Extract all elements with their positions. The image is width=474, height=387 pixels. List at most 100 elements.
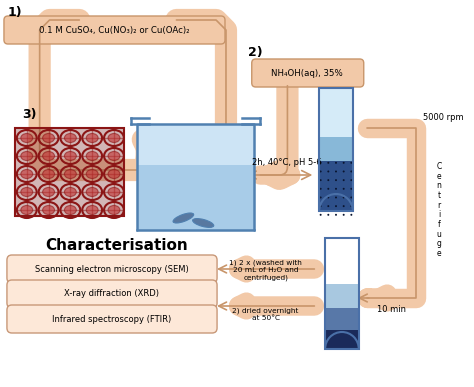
- Circle shape: [335, 188, 337, 190]
- Ellipse shape: [43, 205, 55, 214]
- Circle shape: [343, 205, 345, 207]
- Text: 2h, 40°C, pH 5-6: 2h, 40°C, pH 5-6: [252, 158, 321, 167]
- Polygon shape: [137, 124, 254, 230]
- Bar: [325, 238, 359, 349]
- Ellipse shape: [108, 187, 120, 197]
- Ellipse shape: [43, 151, 55, 161]
- Circle shape: [350, 188, 352, 190]
- Wedge shape: [325, 332, 359, 349]
- Text: NH₄OH(aq), 35%: NH₄OH(aq), 35%: [272, 68, 343, 77]
- Bar: [319, 88, 353, 211]
- Text: X-ray diffraction (XRD): X-ray diffraction (XRD): [64, 289, 159, 298]
- Ellipse shape: [86, 134, 98, 142]
- Bar: [319, 161, 353, 211]
- Wedge shape: [325, 332, 359, 349]
- Circle shape: [335, 214, 337, 216]
- Circle shape: [335, 205, 337, 207]
- Ellipse shape: [43, 187, 55, 197]
- Circle shape: [328, 188, 329, 190]
- Ellipse shape: [64, 134, 76, 142]
- Ellipse shape: [64, 170, 76, 178]
- Circle shape: [319, 214, 322, 216]
- Bar: [325, 238, 359, 349]
- Ellipse shape: [21, 205, 33, 214]
- Ellipse shape: [108, 134, 120, 142]
- Ellipse shape: [21, 170, 33, 178]
- Wedge shape: [319, 194, 353, 211]
- Text: Characterisation: Characterisation: [46, 238, 188, 252]
- Text: 5000 rpm: 5000 rpm: [423, 113, 464, 123]
- Circle shape: [328, 179, 329, 181]
- Bar: [325, 330, 359, 349]
- FancyBboxPatch shape: [7, 255, 217, 283]
- Circle shape: [328, 197, 329, 199]
- Circle shape: [335, 162, 337, 164]
- Text: Infrared spectroscopy (FTIR): Infrared spectroscopy (FTIR): [52, 315, 172, 324]
- Circle shape: [319, 179, 322, 181]
- Ellipse shape: [108, 205, 120, 214]
- Circle shape: [343, 179, 345, 181]
- Text: 1) 2 x (washed with
20 mL of H₂O and
centrifuged): 1) 2 x (washed with 20 mL of H₂O and cen…: [229, 259, 302, 281]
- Bar: [319, 88, 353, 211]
- Ellipse shape: [21, 187, 33, 197]
- Circle shape: [328, 162, 329, 164]
- Circle shape: [343, 188, 345, 190]
- Circle shape: [343, 197, 345, 199]
- Circle shape: [335, 170, 337, 173]
- FancyBboxPatch shape: [7, 280, 217, 308]
- Circle shape: [319, 162, 322, 164]
- Bar: [319, 137, 353, 161]
- Text: 2): 2): [248, 46, 263, 59]
- Ellipse shape: [43, 134, 55, 142]
- Text: C
e
n
t
r
i
f
u
g
e: C e n t r i f u g e: [437, 162, 442, 258]
- Circle shape: [319, 197, 322, 199]
- Ellipse shape: [86, 151, 98, 161]
- Text: 1): 1): [8, 6, 23, 19]
- Circle shape: [328, 170, 329, 173]
- Text: 10 min: 10 min: [377, 305, 406, 314]
- Text: Scanning electron microscopy (SEM): Scanning electron microscopy (SEM): [35, 264, 189, 274]
- Ellipse shape: [64, 151, 76, 161]
- Circle shape: [343, 214, 345, 216]
- Circle shape: [335, 197, 337, 199]
- Ellipse shape: [21, 134, 33, 142]
- Polygon shape: [137, 165, 254, 230]
- FancyBboxPatch shape: [252, 59, 364, 87]
- Ellipse shape: [64, 205, 76, 214]
- Circle shape: [319, 188, 322, 190]
- Ellipse shape: [86, 205, 98, 214]
- Circle shape: [350, 179, 352, 181]
- Circle shape: [350, 162, 352, 164]
- Circle shape: [335, 179, 337, 181]
- Ellipse shape: [86, 187, 98, 197]
- Circle shape: [319, 170, 322, 173]
- FancyBboxPatch shape: [4, 16, 225, 44]
- Ellipse shape: [21, 151, 33, 161]
- Circle shape: [350, 197, 352, 199]
- Bar: [325, 284, 359, 308]
- Circle shape: [350, 170, 352, 173]
- Text: 0.1 M CuSO₄, Cu(NO₃)₂ or Cu(OAc)₂: 0.1 M CuSO₄, Cu(NO₃)₂ or Cu(OAc)₂: [39, 26, 189, 34]
- Circle shape: [343, 162, 345, 164]
- Ellipse shape: [108, 151, 120, 161]
- Ellipse shape: [108, 170, 120, 178]
- Circle shape: [328, 214, 329, 216]
- FancyBboxPatch shape: [7, 305, 217, 333]
- Wedge shape: [319, 194, 353, 211]
- Bar: [15, 128, 124, 216]
- Bar: [319, 88, 353, 137]
- Circle shape: [328, 205, 329, 207]
- Circle shape: [350, 205, 352, 207]
- Ellipse shape: [43, 170, 55, 178]
- Text: 3): 3): [22, 108, 36, 121]
- Bar: [325, 238, 359, 284]
- Bar: [15, 128, 124, 216]
- Circle shape: [343, 170, 345, 173]
- Circle shape: [350, 214, 352, 216]
- Text: 2) dried overnight
at 50°C: 2) dried overnight at 50°C: [232, 307, 299, 321]
- Ellipse shape: [64, 187, 76, 197]
- Bar: [325, 308, 359, 330]
- Ellipse shape: [192, 219, 214, 228]
- Circle shape: [319, 205, 322, 207]
- Ellipse shape: [173, 213, 194, 223]
